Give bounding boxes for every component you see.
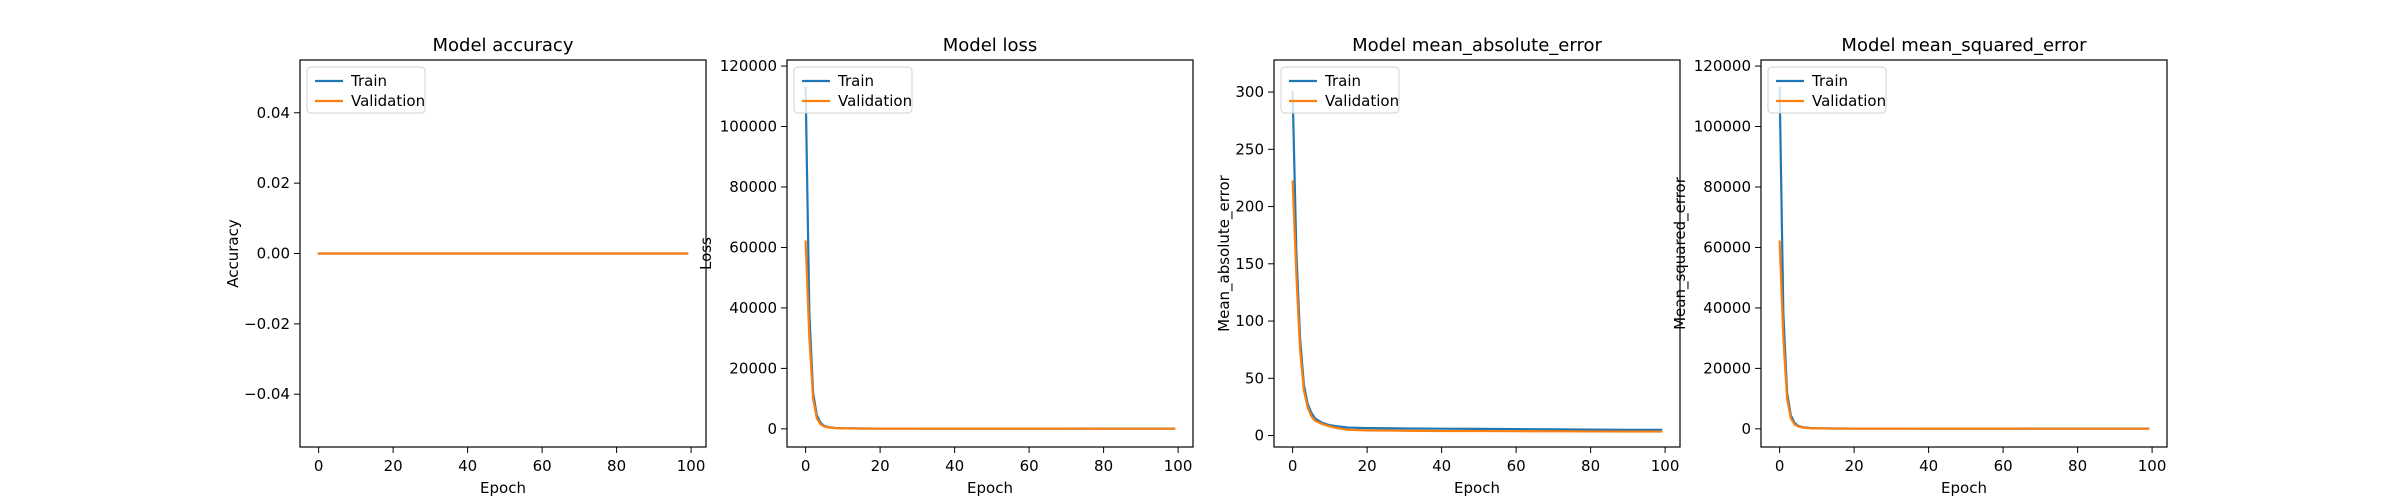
chart-panel-2: 0 20 40 60 80 100 0 20000 40000 60000 80000 100000 1…	[697, 35, 1194, 497]
y-tick-label: 20000	[1703, 359, 1751, 377]
legend-label-validation: Validation	[838, 92, 912, 110]
plot-area	[1273, 59, 1681, 448]
y-tick-label: 60000	[1703, 238, 1751, 256]
x-tick-label: 100	[2138, 457, 2167, 475]
y-tick-label: 100000	[1694, 118, 1751, 136]
x-tick-label: 20	[384, 457, 403, 475]
y-tick-label: 20000	[729, 359, 777, 377]
plot-area	[1760, 59, 2168, 448]
x-tick-label: 0	[1775, 457, 1785, 475]
x-tick-label: 20	[1845, 457, 1864, 475]
x-tick-label: 100	[1164, 457, 1193, 475]
x-tick-label: 80	[1094, 457, 1113, 475]
x-tick-label: 60	[1994, 457, 2013, 475]
series-group	[1778, 86, 2150, 430]
y-tick-label: 150	[1235, 255, 1264, 273]
legend-label-validation: Validation	[1812, 92, 1886, 110]
x-tick-label: 20	[1358, 457, 1377, 475]
y-tick-label: 100000	[720, 118, 777, 136]
x-axis-label: Epoch	[1454, 479, 1500, 497]
y-tick-label: 0	[1741, 420, 1751, 438]
x-tick-label: 40	[1432, 457, 1451, 475]
x-tick-label: 40	[458, 457, 477, 475]
x-tick-label: 80	[607, 457, 626, 475]
y-tick-label: 40000	[1703, 299, 1751, 317]
legend-label-train: Train	[350, 72, 387, 90]
chart-title: Model mean_squared_error	[1841, 35, 2087, 56]
chart-panel-4: 0 20 40 60 80 100 0 20000 40000 60000 80000 100000 1…	[1671, 35, 2168, 497]
y-axis-label: Mean_absolute_error	[1215, 174, 1234, 332]
y-tick-label: 200	[1235, 198, 1264, 216]
x-tick-label: 80	[2068, 457, 2087, 475]
y-tick-label: 100	[1235, 312, 1264, 330]
x-tick-label: 40	[1919, 457, 1938, 475]
x-tick-label: 80	[1581, 457, 1600, 475]
y-tick-label: 40000	[729, 299, 777, 317]
y-tick-label: 0.02	[257, 174, 290, 192]
chart-title: Model mean_absolute_error	[1352, 35, 1602, 56]
y-tick-label: −0.02	[244, 315, 290, 333]
x-tick-label: 40	[945, 457, 964, 475]
series-line-validation	[1778, 240, 2150, 430]
x-axis-label: Epoch	[967, 479, 1013, 497]
chart-panel-1: 0 20 40 60 80 100 −0.04 −0.02 0.00 0.02 0.04 Model …	[224, 35, 707, 497]
legend-label-train: Train	[1811, 72, 1848, 90]
x-axis-label: Epoch	[1941, 479, 1987, 497]
y-tick-label: 250	[1235, 140, 1264, 158]
series-line-validation	[1291, 180, 1663, 433]
x-tick-label: 20	[871, 457, 890, 475]
y-axis-label: Accuracy	[224, 219, 242, 288]
y-tick-label: 0	[1254, 427, 1264, 445]
x-tick-label: 100	[677, 457, 706, 475]
x-tick-label: 0	[801, 457, 811, 475]
x-tick-label: 0	[314, 457, 324, 475]
y-tick-label: 0.00	[257, 245, 290, 263]
y-tick-label: 120000	[720, 57, 777, 75]
chart-title: Model accuracy	[433, 35, 574, 56]
x-tick-label: 100	[1651, 457, 1680, 475]
y-tick-label: −0.04	[244, 385, 290, 403]
y-tick-label: 50	[1245, 369, 1264, 387]
y-axis-label: Mean_squared_error	[1671, 176, 1690, 330]
y-tick-label: 300	[1235, 83, 1264, 101]
y-tick-label: 80000	[1703, 178, 1751, 196]
y-tick-label: 80000	[729, 178, 777, 196]
x-tick-label: 60	[1020, 457, 1039, 475]
y-tick-label: 120000	[1694, 57, 1751, 75]
x-tick-label: 60	[1507, 457, 1526, 475]
x-axis-label: Epoch	[480, 479, 526, 497]
series-line-validation	[804, 240, 1176, 430]
chart-panel-3: 0 20 40 60 80 100 0 50 100 150 200 250 300 Model mean…	[1215, 35, 1681, 497]
y-tick-label: 0	[767, 420, 777, 438]
x-tick-label: 0	[1288, 457, 1298, 475]
y-tick-label: 60000	[729, 238, 777, 256]
legend-label-validation: Validation	[1325, 92, 1399, 110]
legend-label-validation: Validation	[351, 92, 425, 110]
y-axis-label: Loss	[697, 237, 715, 270]
chart-title: Model loss	[943, 35, 1038, 56]
legend-label-train: Train	[1324, 72, 1361, 90]
plot-area	[786, 59, 1194, 448]
series-group	[1291, 90, 1663, 433]
legend-label-train: Train	[837, 72, 874, 90]
y-tick-label: 0.04	[257, 104, 290, 122]
x-tick-label: 60	[533, 457, 552, 475]
series-group	[804, 86, 1176, 430]
